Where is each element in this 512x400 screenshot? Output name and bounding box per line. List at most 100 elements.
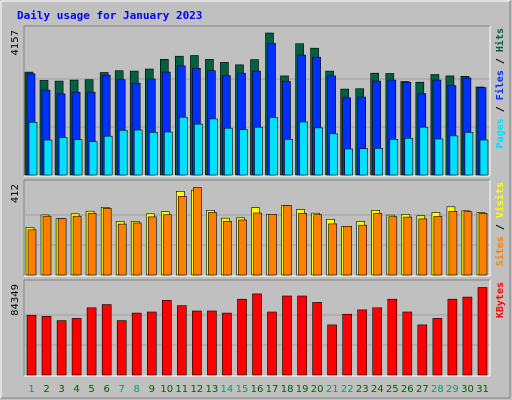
- x-tick-label-day-22: 22: [341, 384, 354, 395]
- x-tick-label-day-25: 25: [386, 384, 399, 395]
- bar-kbytes-day-26: [402, 311, 413, 376]
- x-tick-label-day-3: 3: [58, 384, 64, 395]
- bar-sites-day-30: [463, 211, 473, 276]
- bar-sites-day-25: [388, 216, 398, 276]
- bar-kbytes-day-10: [162, 299, 172, 376]
- legend-entry-kbytes: KBytes: [495, 282, 506, 318]
- bar-kbytes-day-29: [447, 298, 458, 376]
- x-tick-label-day-21: 21: [326, 384, 339, 395]
- x-tick-label-day-8: 8: [134, 384, 140, 395]
- x-tick-label-day-9: 9: [149, 384, 155, 395]
- bar-kbytes-day-16: [252, 293, 262, 376]
- bar-pages-day-28: [434, 138, 444, 176]
- bar-pages-day-9: [149, 132, 158, 176]
- bar-sites-day-8: [132, 222, 142, 276]
- bar-pages-day-23: [359, 148, 369, 176]
- bar-sites-day-1: [27, 229, 37, 276]
- bar-pages-day-20: [314, 127, 323, 176]
- panel-traffic-ymax-label: 84349: [10, 284, 21, 316]
- legend-entry-pages: Pages: [495, 118, 506, 148]
- bar-kbytes-day-24: [372, 307, 383, 376]
- panel-visitors-ymax-label: 412: [10, 184, 21, 203]
- x-tick-label-day-10: 10: [160, 384, 173, 395]
- bar-pages-day-17: [269, 117, 278, 176]
- bar-sites-day-18: [283, 205, 292, 276]
- x-tick-label-day-20: 20: [311, 384, 324, 395]
- bar-pages-day-1: [28, 122, 38, 176]
- bar-pages-day-18: [284, 139, 293, 176]
- bar-sites-day-12: [193, 187, 202, 276]
- bar-pages-day-30: [464, 132, 474, 176]
- bar-sites-day-13: [208, 212, 217, 276]
- legend-entry-visits: Visits: [494, 182, 506, 218]
- x-tick-label-day-16: 16: [251, 384, 264, 395]
- bar-pages-day-14: [224, 127, 233, 176]
- x-tick-label-day-29: 29: [446, 384, 459, 395]
- bar-pages-day-24: [374, 148, 384, 176]
- bar-kbytes-day-15: [237, 298, 247, 376]
- bar-pages-day-25: [389, 139, 399, 176]
- bar-kbytes-day-27: [417, 324, 428, 376]
- x-tick-label-day-6: 6: [104, 384, 110, 395]
- panel-traffic-legend: KBytes: [495, 282, 506, 318]
- x-tick-label-day-26: 26: [401, 384, 414, 395]
- bar-kbytes-day-28: [432, 318, 443, 376]
- bar-kbytes-day-17: [267, 311, 277, 376]
- bar-pages-day-5: [88, 141, 98, 176]
- bar-kbytes-day-8: [131, 312, 142, 376]
- bar-kbytes-day-9: [147, 311, 157, 376]
- bar-sites-day-28: [433, 216, 443, 276]
- bar-sites-day-5: [87, 213, 97, 276]
- x-tick-label-day-4: 4: [73, 384, 79, 395]
- bar-sites-day-27: [418, 218, 428, 276]
- bar-sites-day-16: [253, 212, 262, 276]
- bar-kbytes-day-2: [41, 315, 52, 376]
- x-tick-label-day-19: 19: [296, 384, 309, 395]
- x-tick-label-day-28: 28: [431, 384, 444, 395]
- legend-entry-hits: Hits: [494, 28, 506, 52]
- bar-sites-day-6: [102, 208, 112, 276]
- bar-kbytes-day-13: [207, 310, 217, 376]
- bar-sites-day-24: [373, 213, 383, 276]
- bar-sites-day-29: [448, 211, 458, 276]
- bar-pages-day-22: [344, 148, 354, 176]
- bar-pages-day-12: [194, 123, 203, 176]
- bar-pages-day-19: [299, 121, 308, 176]
- bar-sites-day-31: [478, 213, 488, 276]
- x-tick-label-day-2: 2: [43, 384, 49, 395]
- x-tick-label-day-30: 30: [461, 384, 474, 395]
- panel-visitors-legend: Sites / Visits: [494, 182, 506, 266]
- bar-pages-day-3: [58, 137, 68, 176]
- x-tick-label-day-17: 17: [266, 384, 279, 395]
- x-tick-label-day-24: 24: [371, 384, 384, 395]
- bar-pages-day-31: [479, 139, 489, 176]
- bar-sites-day-26: [403, 216, 413, 276]
- bar-kbytes-day-18: [282, 295, 292, 376]
- bar-sites-day-9: [148, 216, 157, 276]
- bar-pages-day-21: [329, 133, 338, 176]
- x-tick-label-day-7: 7: [119, 384, 125, 395]
- bar-pages-day-4: [73, 139, 83, 176]
- bar-kbytes-day-25: [387, 298, 398, 376]
- x-tick-label-day-14: 14: [221, 384, 234, 395]
- bar-pages-day-11: [179, 116, 188, 176]
- x-tick-label-day-5: 5: [88, 384, 94, 395]
- bar-kbytes-day-5: [86, 307, 97, 376]
- bar-kbytes-day-1: [26, 314, 37, 376]
- bar-pages-day-2: [43, 139, 53, 176]
- bar-kbytes-day-19: [297, 295, 307, 376]
- bar-sites-day-23: [358, 224, 368, 276]
- bar-pages-day-10: [164, 131, 173, 176]
- bar-sites-day-20: [313, 214, 322, 276]
- bar-kbytes-day-7: [116, 320, 127, 376]
- bar-pages-day-16: [254, 126, 263, 176]
- x-tick-label-day-15: 15: [236, 384, 249, 395]
- bar-sites-day-11: [178, 196, 187, 276]
- x-tick-label-day-31: 31: [476, 384, 489, 395]
- bar-sites-day-17: [268, 214, 277, 276]
- bar-sites-day-3: [57, 218, 67, 276]
- bar-kbytes-day-22: [342, 313, 353, 376]
- legend-entry-separator: /: [495, 218, 506, 236]
- x-tick-label-day-18: 18: [281, 384, 294, 395]
